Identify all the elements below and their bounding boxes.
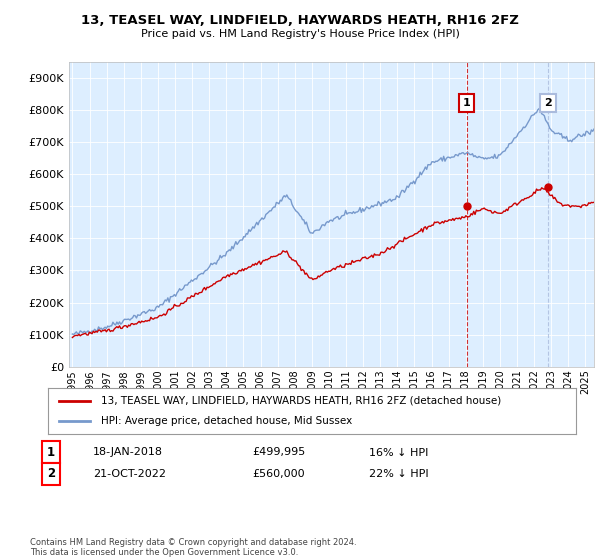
Text: 1: 1 (463, 99, 470, 109)
Text: 2: 2 (47, 467, 55, 480)
Text: 22% ↓ HPI: 22% ↓ HPI (369, 469, 428, 479)
Text: £560,000: £560,000 (252, 469, 305, 479)
Text: 1: 1 (47, 446, 55, 459)
Text: 21-OCT-2022: 21-OCT-2022 (93, 469, 166, 479)
Text: Contains HM Land Registry data © Crown copyright and database right 2024.
This d: Contains HM Land Registry data © Crown c… (30, 538, 356, 557)
Text: 2: 2 (544, 99, 552, 109)
Text: Price paid vs. HM Land Registry's House Price Index (HPI): Price paid vs. HM Land Registry's House … (140, 29, 460, 39)
Text: 13, TEASEL WAY, LINDFIELD, HAYWARDS HEATH, RH16 2FZ: 13, TEASEL WAY, LINDFIELD, HAYWARDS HEAT… (81, 14, 519, 27)
Text: £499,995: £499,995 (252, 447, 305, 458)
Text: 13, TEASEL WAY, LINDFIELD, HAYWARDS HEATH, RH16 2FZ (detached house): 13, TEASEL WAY, LINDFIELD, HAYWARDS HEAT… (101, 396, 501, 406)
Text: HPI: Average price, detached house, Mid Sussex: HPI: Average price, detached house, Mid … (101, 416, 352, 426)
Text: 16% ↓ HPI: 16% ↓ HPI (369, 447, 428, 458)
Text: 18-JAN-2018: 18-JAN-2018 (93, 447, 163, 458)
